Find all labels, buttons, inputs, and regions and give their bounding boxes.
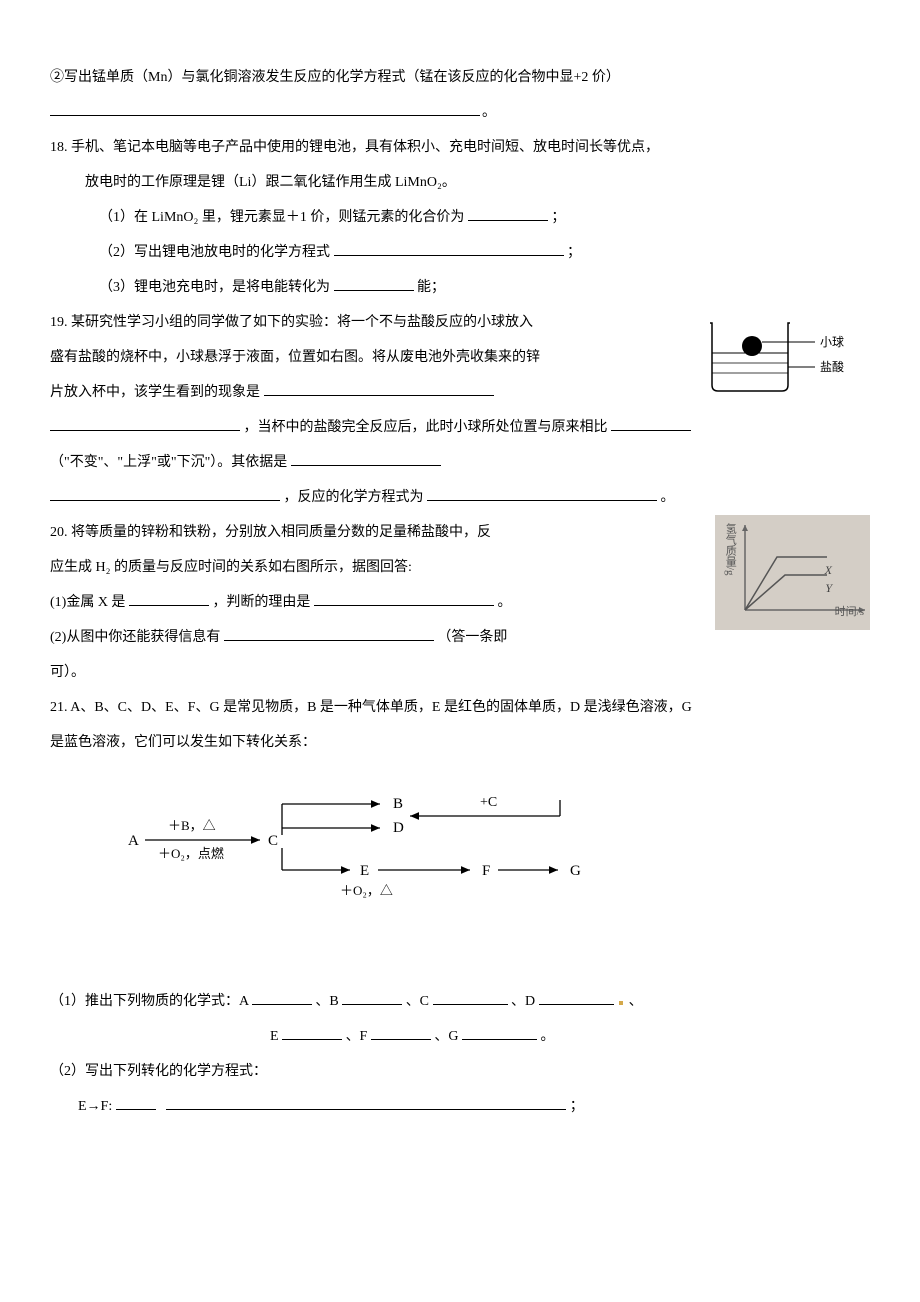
q19-l2: 盛有盐酸的烧杯中，小球悬浮于液面，位置如右图。将从废电池外壳收集来的锌 xyxy=(50,340,688,375)
text: 能； xyxy=(417,280,445,295)
q21-p1: （1）推出下列物质的化学式：A 、B 、C 、D 、 xyxy=(50,984,870,1019)
q19-l5: （"不变"、"上浮"或"下沉"）。其依据是 xyxy=(50,445,870,480)
blank xyxy=(166,1094,566,1110)
blank xyxy=(462,1024,537,1040)
q21-p2: （2）写出下列转化的化学方程式： xyxy=(50,1054,870,1089)
q-pre-2-blank: 。 xyxy=(50,95,870,130)
q20-p1: (1)金属 X 是 ，判断的理由是 。 xyxy=(50,585,703,620)
q18-p1: （1）在 LiMnO₂ 里，锂元素显＋1 价，则锰元素的化合价为 ； xyxy=(50,200,870,235)
blank xyxy=(116,1094,156,1110)
blank xyxy=(371,1024,431,1040)
accent-dot xyxy=(619,1001,623,1005)
q21-stem2: 是蓝色溶液，它们可以发生如下转化关系： xyxy=(50,725,870,760)
q20-p2: (2)从图中你还能获得信息有 （答一条即 xyxy=(50,620,703,655)
q21-p1-l2: E 、F 、G 。 xyxy=(50,1019,870,1054)
text: E xyxy=(270,1029,279,1044)
node-d: D xyxy=(393,820,404,836)
node-c: C xyxy=(268,833,278,849)
q21-stem1: 21. A、B、C、D、E、F、G 是常见物质，B 是一种气体单质，E 是红色的… xyxy=(50,690,870,725)
blank xyxy=(334,240,564,256)
label-plus-o2-fire: ＋O₂，点燃 xyxy=(158,846,224,861)
text: 。 xyxy=(540,1029,554,1044)
text: (1)金属 X 是 xyxy=(50,595,125,610)
text: ，当杯中的盐酸完全反应后，此时小球所处位置与原来相比 xyxy=(244,420,608,435)
series-y-label: Y xyxy=(825,573,832,603)
q20-block: 20. 将等质量的锌粉和铁粉，分别放入相同质量分数的足量稀盐酸中，反 应生成 H… xyxy=(50,515,870,655)
text: （2）写出锂电池放电时的化学方程式 xyxy=(99,245,330,260)
node-b: B xyxy=(393,796,403,812)
text: 片放入杯中，该学生看到的现象是 xyxy=(50,385,260,400)
text: 。 xyxy=(661,490,675,505)
blank xyxy=(252,989,312,1005)
q19-l6: ，反应的化学方程式为 。 xyxy=(50,480,870,515)
blank xyxy=(539,989,614,1005)
q-pre-2: ②写出锰单质（Mn）与氯化铜溶液发生反应的化学方程式（锰在该反应的化合物中显+2… xyxy=(50,60,870,95)
blank xyxy=(282,1024,342,1040)
blank xyxy=(264,380,494,396)
blank xyxy=(129,590,209,606)
text: （1）在 LiMnO₂ 里，锂元素显＋1 价，则锰元素的化合价为 xyxy=(99,210,464,225)
text: ，反应的化学方程式为 xyxy=(284,490,424,505)
q19-l3: 片放入杯中，该学生看到的现象是 xyxy=(50,375,688,410)
q18-p2: （2）写出锂电池放电时的化学方程式 ； xyxy=(50,235,870,270)
blank xyxy=(50,485,280,501)
blank xyxy=(224,625,434,641)
q20-l2: 应生成 H₂ 的质量与反应时间的关系如右图所示，据图回答: xyxy=(50,550,703,585)
ball-label: 小球 xyxy=(820,335,844,349)
q18-stem: 18. 手机、笔记本电脑等电子产品中使用的锂电池，具有体积小、充电时间短、放电时… xyxy=(50,130,870,165)
text: 、C xyxy=(406,994,429,1009)
label-plus-b: ＋B，△ xyxy=(168,818,216,833)
q21-ef: E→F: ； xyxy=(50,1089,870,1124)
node-a: A xyxy=(128,833,139,849)
text: 、B xyxy=(315,994,338,1009)
q18-stem2: 放电时的工作原理是锂（Li）跟二氧化锰作用生成 LiMnO₂。 xyxy=(50,165,870,200)
blank xyxy=(314,590,494,606)
node-f: F xyxy=(482,863,490,879)
q19-l4: ，当杯中的盐酸完全反应后，此时小球所处位置与原来相比 xyxy=(50,410,870,445)
beaker-figure: 小球 盐酸 xyxy=(700,305,870,405)
text: E→F: xyxy=(78,1099,112,1114)
blank xyxy=(50,100,480,116)
blank xyxy=(291,450,441,466)
text: （"不变"、"上浮"或"下沉"）。其依据是 xyxy=(50,455,287,470)
q21-diagram: A ＋B，△ ＋O₂，点燃 C B D +C E ＋O₂，△ F G xyxy=(110,770,870,924)
node-g: G xyxy=(570,863,581,879)
text: 、D xyxy=(511,994,535,1009)
acid-label: 盐酸 xyxy=(820,359,844,374)
text: 、 xyxy=(629,994,643,1009)
blank xyxy=(427,485,657,501)
text: ； xyxy=(551,210,565,225)
y-axis-label: 氢气质量/g xyxy=(723,523,736,576)
blank xyxy=(50,415,240,431)
q20-l1: 20. 将等质量的锌粉和铁粉，分别放入相同质量分数的足量稀盐酸中，反 xyxy=(50,515,703,550)
text: （3）锂电池充电时，是将电能转化为 xyxy=(99,280,330,295)
q20-p2c: 可）。 xyxy=(50,655,870,690)
blank xyxy=(433,989,508,1005)
text: （1）推出下列物质的化学式：A xyxy=(50,994,248,1009)
label-plus-c: +C xyxy=(480,795,497,810)
blank xyxy=(334,275,414,291)
text: 、G xyxy=(434,1029,458,1044)
label-plus-o2-heat: ＋O₂，△ xyxy=(340,883,393,898)
node-e: E xyxy=(360,863,369,879)
text: ； xyxy=(570,1099,584,1114)
blank xyxy=(611,415,691,431)
text: (2)从图中你还能获得信息有 xyxy=(50,630,220,645)
q20-graph: 氢气质量/g 时间/s X Y xyxy=(715,515,870,630)
q19-block: 19. 某研究性学习小组的同学做了如下的实验：将一个不与盐酸反应的小球放入 盛有… xyxy=(50,305,870,410)
text: （答一条即 xyxy=(437,630,507,645)
text: ，判断的理由是 xyxy=(212,595,310,610)
x-axis-label: 时间/s xyxy=(835,599,864,627)
text: 。 xyxy=(497,595,511,610)
text: ； xyxy=(567,245,581,260)
q18-p3: （3）锂电池充电时，是将电能转化为 能； xyxy=(50,270,870,305)
text: 、F xyxy=(346,1029,368,1044)
blank xyxy=(342,989,402,1005)
blank xyxy=(468,205,548,221)
q19-l1: 19. 某研究性学习小组的同学做了如下的实验：将一个不与盐酸反应的小球放入 xyxy=(50,305,688,340)
